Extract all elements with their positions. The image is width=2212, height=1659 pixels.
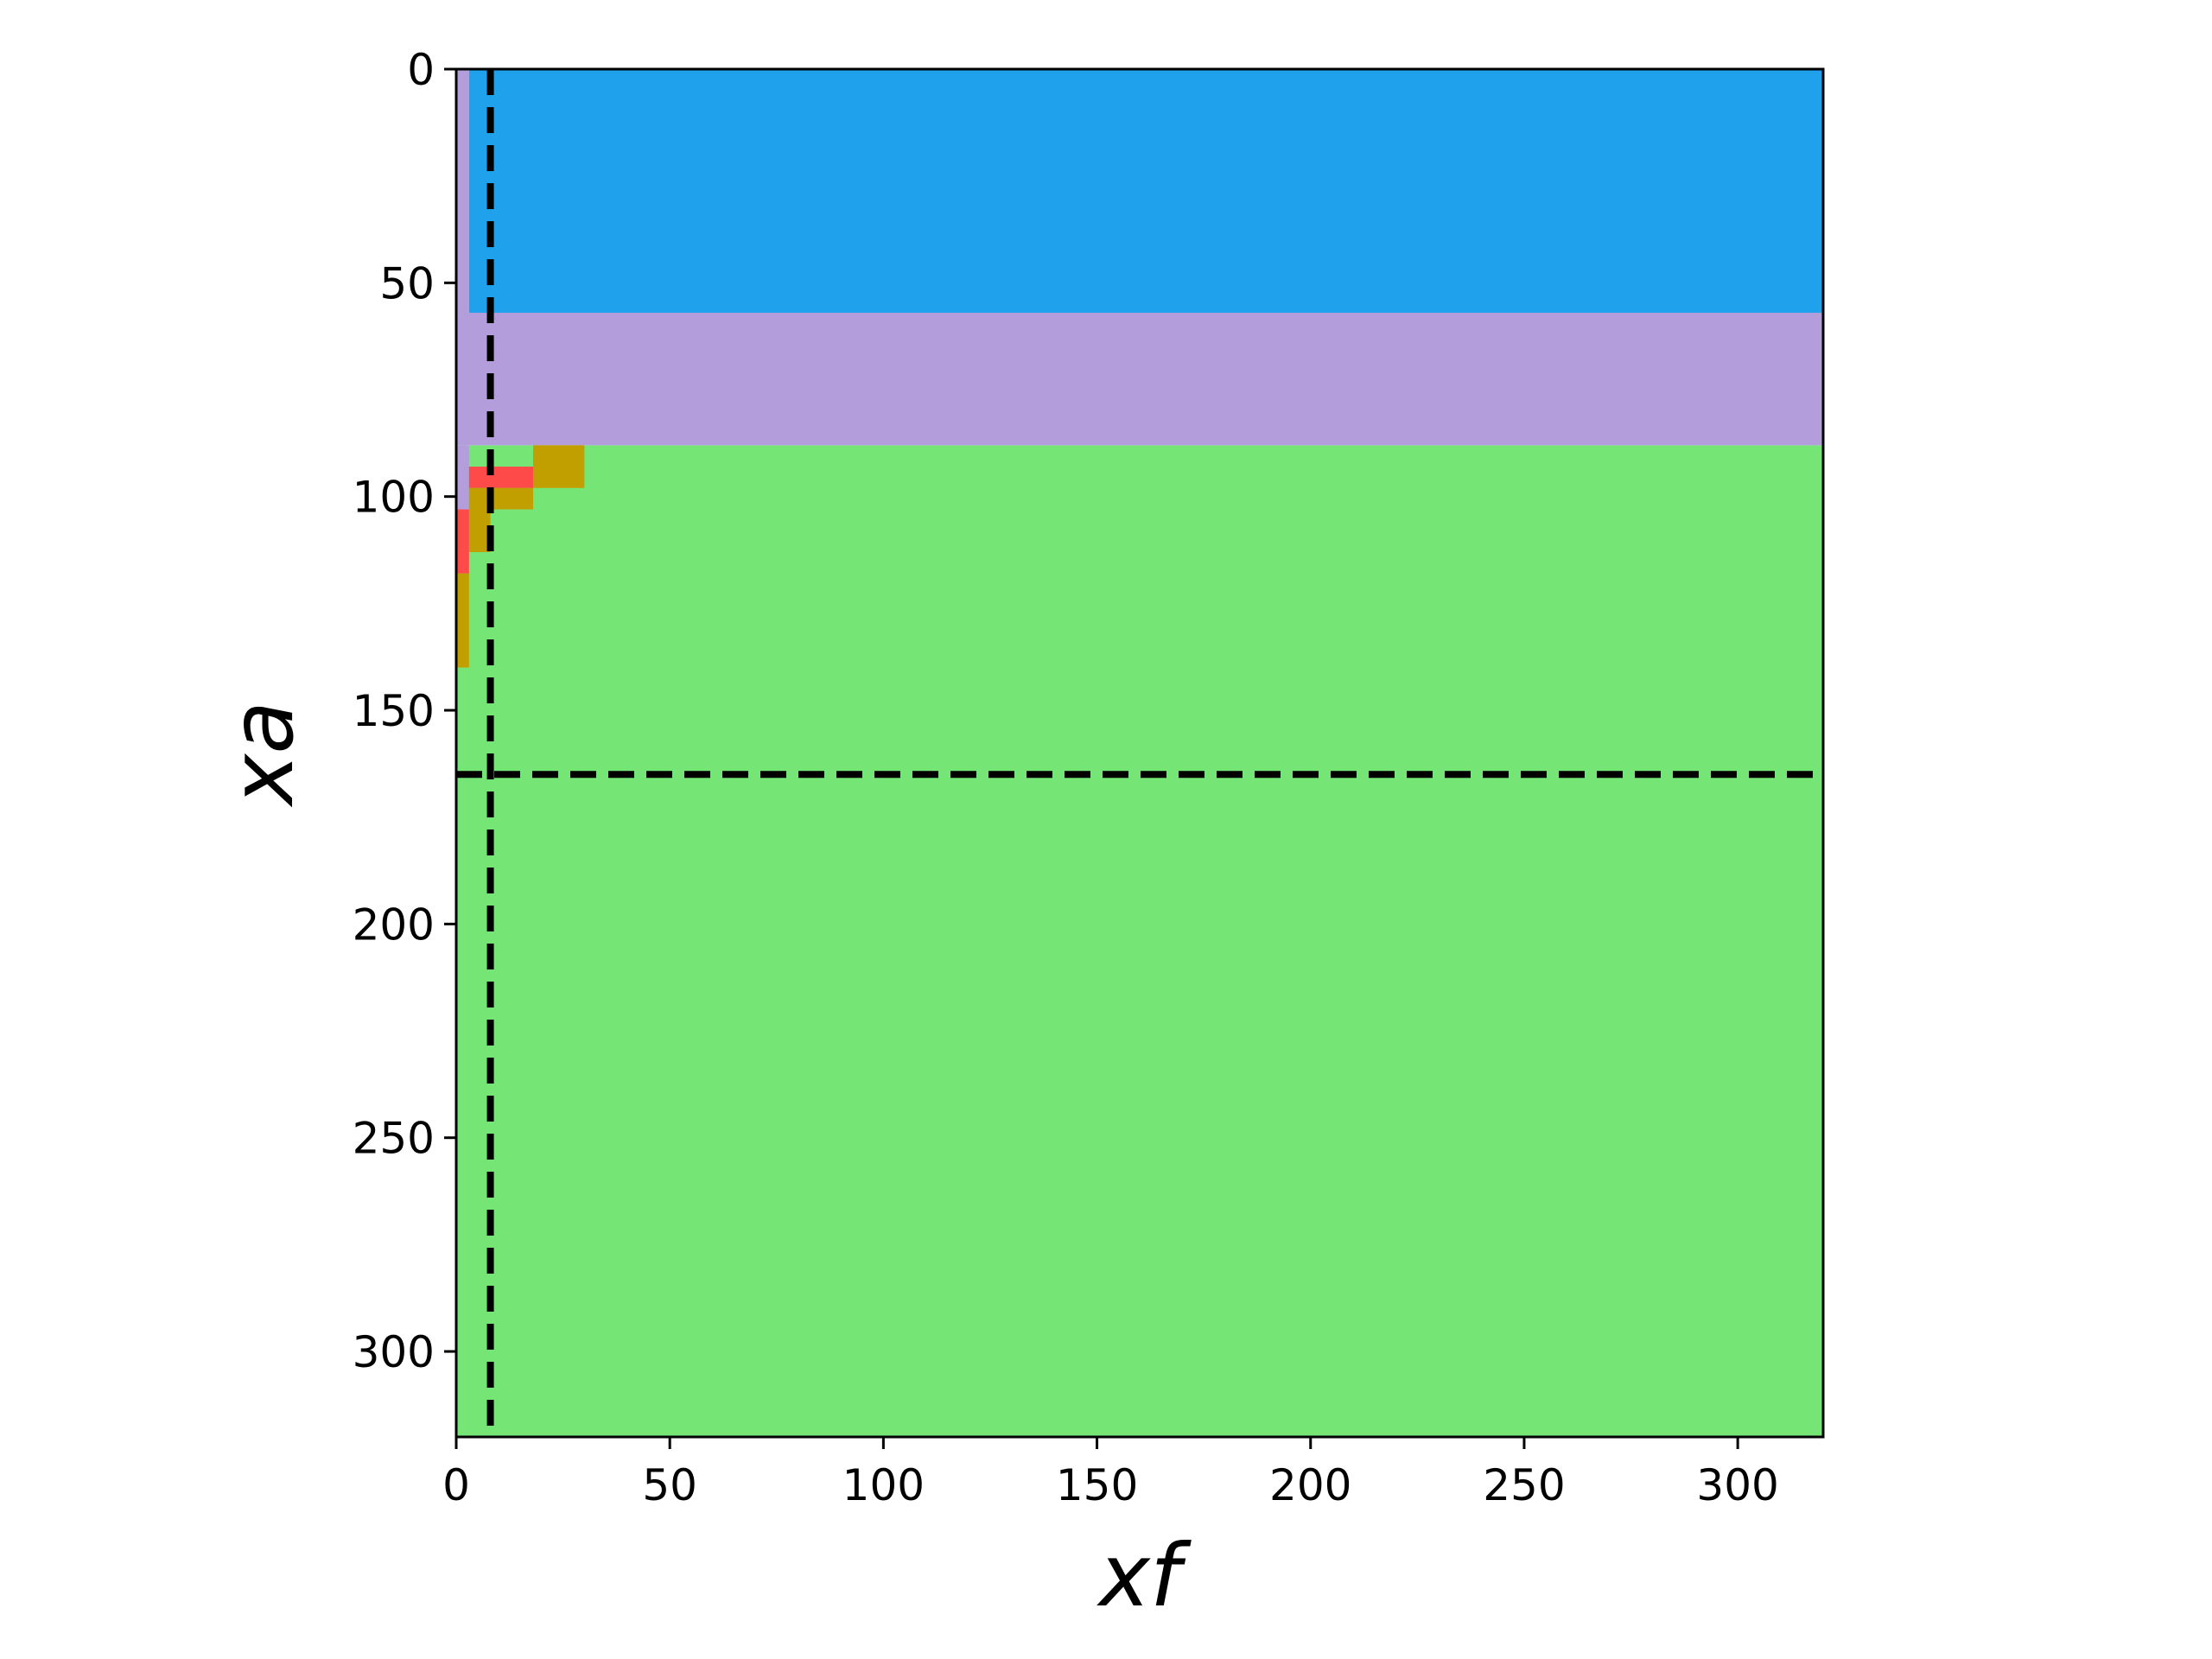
x-tick-label: 100 [842,1460,925,1510]
heatmap-cell-purple [456,445,469,510]
heatmap-cell-olive [468,487,533,510]
x-tick-label: 300 [1696,1460,1778,1510]
y-tick-label: 100 [353,473,435,523]
y-axis-label: xa [212,701,313,807]
heatmap-cell-purple [456,69,469,313]
heatmap-cell-olive [456,573,469,668]
heatmap-cell-olive [468,509,491,552]
x-tick-label: 50 [642,1460,697,1510]
y-tick-label: 200 [353,899,435,950]
y-tick-label: 150 [353,686,435,736]
x-tick-label: 150 [1056,1460,1138,1510]
y-tick-label: 0 [407,45,435,95]
x-tick-label: 0 [442,1460,470,1510]
y-axis-ticks: 0 50 100 150 200 250 300 [353,45,456,1377]
heatmap-regions [456,69,1823,1438]
heatmap-cell-red [468,467,533,488]
y-tick-label: 300 [353,1327,435,1377]
x-axis-label: xf [1096,1525,1192,1626]
heatmap-cell-blue [468,69,1823,313]
plot-frame [454,67,1825,1439]
y-tick-label: 50 [379,258,435,308]
heatmap-cell-red [456,509,469,574]
y-tick-label: 250 [353,1114,435,1164]
x-tick-label: 250 [1483,1460,1565,1510]
heatmap-cell-purple [456,312,1823,446]
heatmap-cell-olive [532,445,585,488]
heatmap-cell-green [456,445,1823,1438]
x-axis-ticks: 0 50 100 150 200 250 300 [442,1437,1779,1510]
x-tick-label: 200 [1269,1460,1351,1510]
